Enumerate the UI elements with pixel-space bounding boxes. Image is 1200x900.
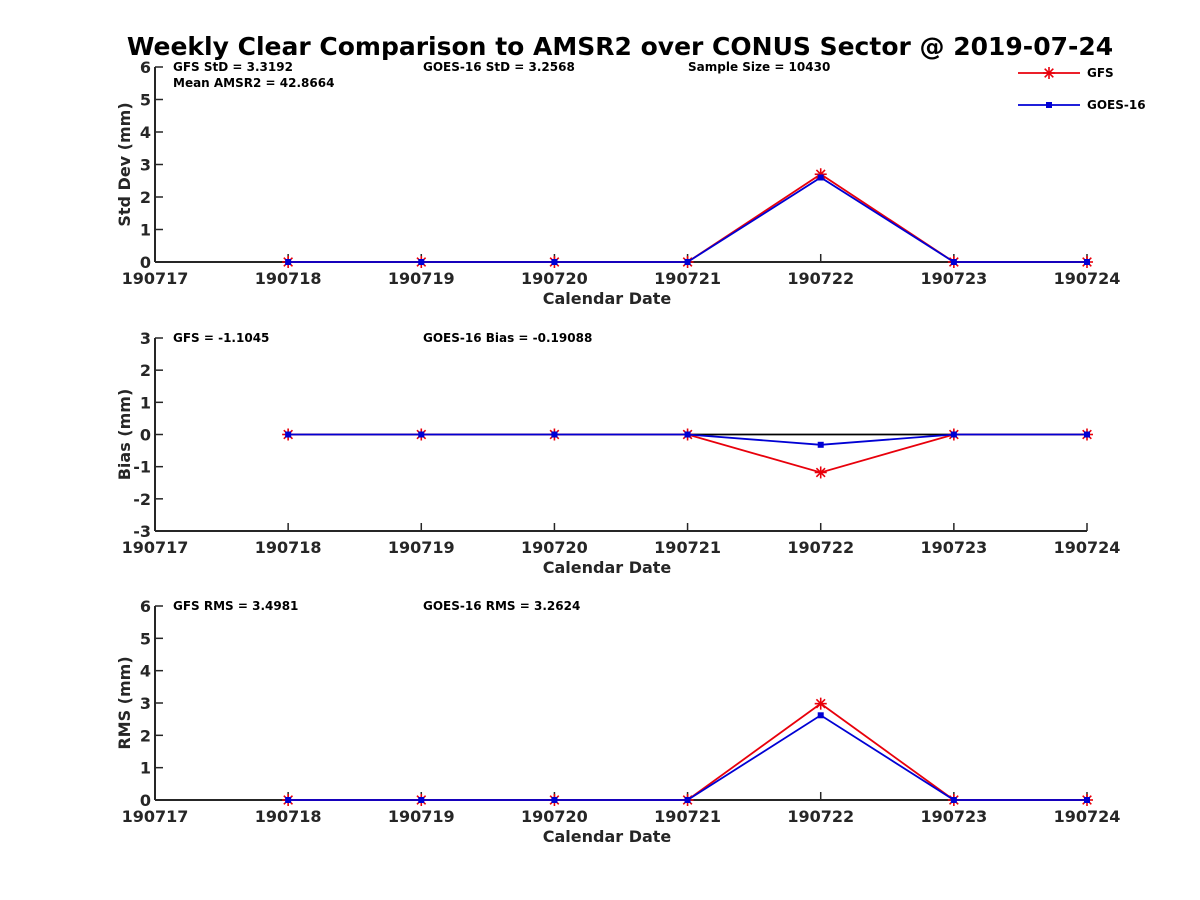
data-point-goes-16 (418, 797, 425, 803)
x-tick-label: 190724 (1054, 269, 1121, 288)
y-tick-label: 1 (140, 393, 151, 412)
data-point-goes-16 (418, 259, 425, 265)
data-point-goes-16 (684, 431, 691, 438)
legend: GFS GOES-16 (1018, 66, 1146, 112)
x-tick-label: 190720 (521, 807, 588, 826)
data-point-goes-16 (1084, 431, 1090, 438)
y-axis-label: Std Dev (mm) (115, 102, 134, 226)
y-tick-label: 2 (140, 726, 151, 745)
x-tick-label: 190723 (920, 269, 987, 288)
y-axis-label: RMS (mm) (115, 656, 134, 749)
y-tick-label: 0 (140, 426, 151, 445)
x-tick-label: 190718 (255, 538, 322, 557)
legend-item: GOES-16 (1018, 98, 1146, 112)
x-tick-label: 190722 (787, 269, 854, 288)
series-goes-16 (285, 712, 1090, 803)
x-tick-label: 190721 (654, 269, 721, 288)
legend-marker (1046, 102, 1052, 108)
x-tick-label: 190719 (388, 269, 455, 288)
y-tick-label: 3 (140, 694, 151, 713)
data-point-goes-16 (1084, 797, 1090, 803)
legend-label: GOES-16 (1087, 98, 1146, 112)
y-tick-label: 3 (140, 156, 151, 175)
x-axis-label: Calendar Date (543, 558, 672, 577)
y-tick-label: 1 (140, 759, 151, 778)
data-point-gfs (814, 466, 827, 479)
y-tick-label: -1 (133, 458, 151, 477)
stat-annotation: Mean AMSR2 = 42.8664 (173, 76, 334, 90)
x-tick-label: 190724 (1054, 807, 1121, 826)
y-tick-label: 6 (140, 597, 151, 616)
data-point-goes-16 (684, 797, 691, 803)
data-point-goes-16 (817, 174, 824, 181)
stat-annotation: GFS RMS = 3.4981 (173, 599, 298, 613)
x-tick-label: 190721 (654, 807, 721, 826)
legend-marker (1043, 67, 1055, 79)
legend-label: GFS (1087, 66, 1114, 80)
stat-annotation: GOES-16 Bias = -0.19088 (423, 331, 592, 345)
legend-item: GFS (1018, 66, 1114, 80)
stat-annotation: Sample Size = 10430 (688, 60, 830, 74)
x-tick-label: 190718 (255, 269, 322, 288)
stat-annotation: GFS StD = 3.3192 (173, 60, 293, 74)
data-point-goes-16 (551, 259, 558, 265)
x-tick-label: 190719 (388, 807, 455, 826)
data-point-goes-16 (285, 259, 292, 265)
x-tick-label: 190719 (388, 538, 455, 557)
subplot-2: -3 -2 -1 0 1 2 3 190717 190718 190719 190720 190721… (115, 329, 1120, 577)
y-tick-label: 4 (140, 123, 151, 142)
x-tick-label: 190717 (122, 269, 189, 288)
y-tick-label: -3 (133, 522, 151, 541)
series-goes-16 (285, 431, 1090, 448)
y-tick-label: 3 (140, 329, 151, 348)
x-tick-label: 190722 (787, 538, 854, 557)
x-tick-label: 190717 (122, 807, 189, 826)
stat-annotation: GOES-16 RMS = 3.2624 (423, 599, 580, 613)
data-point-goes-16 (950, 431, 957, 438)
x-tick-label: 190723 (920, 807, 987, 826)
y-tick-label: 0 (140, 791, 151, 810)
stat-annotation: GOES-16 StD = 3.2568 (423, 60, 575, 74)
subplot-3: 0 1 2 3 4 5 6 190717 190718 190719 190720 190721 190… (115, 597, 1120, 846)
y-tick-label: 0 (140, 253, 151, 272)
data-point-goes-16 (551, 431, 558, 438)
data-point-goes-16 (950, 797, 957, 803)
data-point-goes-16 (1084, 259, 1090, 265)
stat-annotation: GFS = -1.1045 (173, 331, 269, 345)
subplot-1: 0 1 2 3 4 5 6 190717 190718 190719 190720 190721 190… (115, 58, 1120, 308)
data-point-gfs (814, 697, 827, 710)
x-axis-label: Calendar Date (543, 827, 672, 846)
plots: 0 1 2 3 4 5 6 190717 190718 190719 190720 190721 190… (115, 58, 1120, 846)
y-tick-label: 5 (140, 91, 151, 110)
x-tick-label: 190717 (122, 538, 189, 557)
x-tick-label: 190723 (920, 538, 987, 557)
y-tick-label: 1 (140, 221, 151, 240)
data-point-goes-16 (551, 797, 558, 803)
x-tick-label: 190722 (787, 807, 854, 826)
y-tick-label: 4 (140, 662, 151, 681)
y-axis-label: Bias (mm) (115, 389, 134, 481)
y-tick-label: 5 (140, 629, 151, 648)
y-tick-label: -2 (133, 490, 151, 509)
x-tick-label: 190724 (1054, 538, 1121, 557)
data-point-goes-16 (817, 441, 824, 448)
x-tick-label: 190720 (521, 269, 588, 288)
x-tick-label: 190721 (654, 538, 721, 557)
figure-title: Weekly Clear Comparison to AMSR2 over CO… (127, 32, 1113, 61)
x-tick-label: 190718 (255, 807, 322, 826)
x-axis-label: Calendar Date (543, 289, 672, 308)
y-tick-label: 6 (140, 58, 151, 77)
x-tick-label: 190720 (521, 538, 588, 557)
data-point-goes-16 (684, 259, 691, 265)
data-point-goes-16 (950, 259, 957, 265)
data-point-goes-16 (817, 712, 824, 719)
y-tick-label: 2 (140, 188, 151, 207)
data-point-goes-16 (285, 431, 292, 438)
y-tick-label: 2 (140, 361, 151, 380)
series-goes-16 (285, 174, 1090, 265)
data-point-goes-16 (285, 797, 292, 803)
data-point-goes-16 (418, 431, 425, 438)
